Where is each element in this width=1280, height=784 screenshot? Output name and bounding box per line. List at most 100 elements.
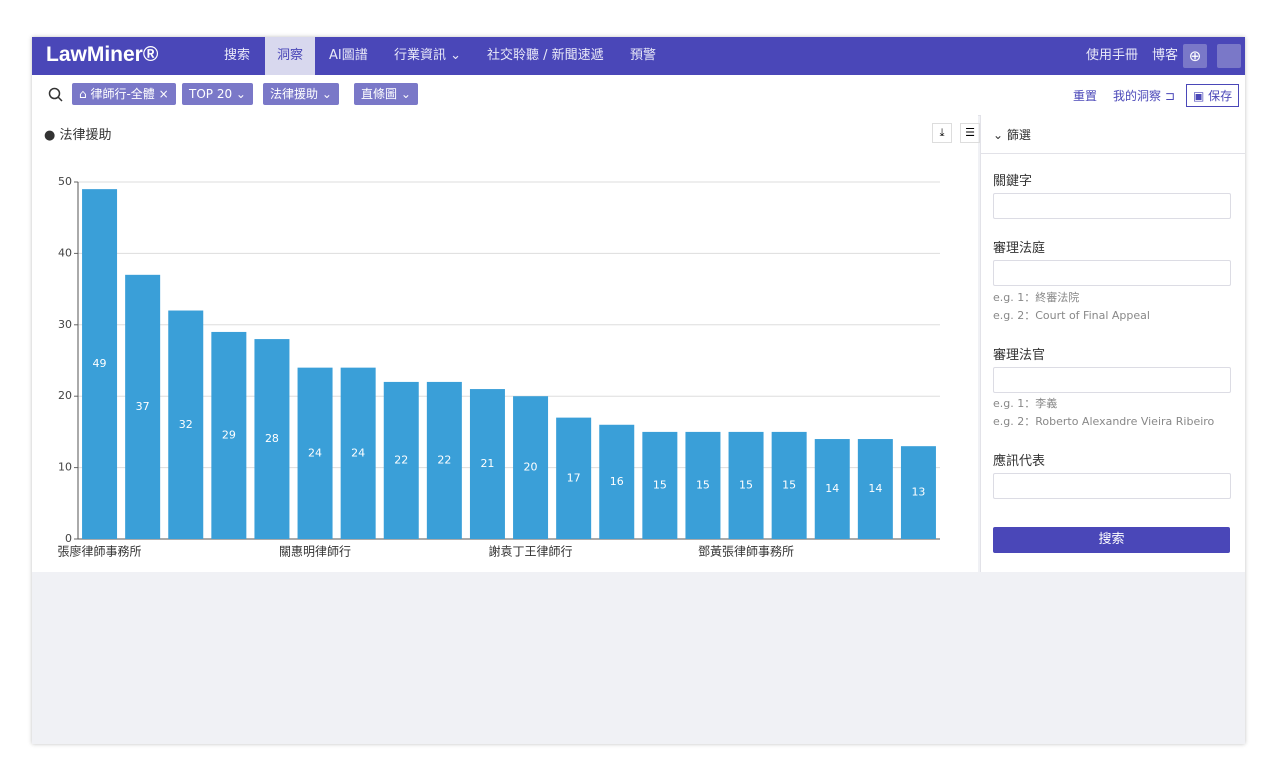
value-label: 15 [739,478,753,491]
x-tick-label: 謝袁丁王律師行 [489,544,573,559]
value-label: 37 [136,400,150,413]
hint: e.g. 1：終審法院 [993,291,1080,304]
nav-link[interactable]: 使用手冊 [1086,48,1139,63]
value-label: 49 [93,357,107,370]
value-label: 14 [825,482,839,495]
search-button[interactable]: 搜索 [993,527,1230,553]
nav-item[interactable]: 洞察 [265,37,316,75]
value-label: 14 [868,482,882,495]
nav-link[interactable]: 博客 [1152,48,1179,63]
x-tick-label: 張廖律師事務所 [58,544,142,559]
nav-bar: LawMiner® 搜索 洞察 AI圖譜 行業資訊 ⌄ 社交聆聽 / 新聞速遞 … [32,37,1245,75]
field-label: 應訊代表 [993,454,1046,469]
value-label: 13 [911,486,925,499]
text-input[interactable] [993,473,1231,499]
bar [340,367,376,539]
y-tick-label: 40 [58,246,72,259]
bar [469,389,505,539]
bar [814,439,850,539]
x-tick-label: 鄧黃張律師事務所 [698,545,794,559]
bar [513,396,549,539]
sidebar-title[interactable]: ⌄ 篩選 [993,128,1031,142]
y-tick-label: 50 [58,175,72,188]
bar [383,381,419,539]
divider [981,153,1245,154]
toggle-button[interactable]: ☰ [960,123,980,143]
bar [297,367,333,539]
value-label: 17 [567,471,581,484]
panel-title-text: 法律援助 [59,128,112,143]
bar [168,310,204,539]
value-label: 22 [437,453,451,466]
x-tick-label: 關惠明律師行 [279,545,351,559]
chart: 0 10 20 30 40 50 張廖律師事務所 49 37 32 29 28 關惠明律師行 24 24 22… [58,175,940,559]
y-tick-label: 10 [58,461,72,474]
download-button[interactable]: ⤓ [932,123,952,143]
value-label: 20 [524,461,538,474]
button-label: 保存 [1208,89,1233,103]
hint: e.g. 2：Court of Final Appeal [993,309,1150,322]
value-label: 15 [653,478,667,491]
bar [211,331,247,539]
chip-label: 法律援助 [270,87,319,101]
filter-chip[interactable]: 直條圖 ⌄ [354,83,418,105]
value-label: 24 [351,446,365,459]
nav-label: 行業資訊 [394,48,447,63]
bar [599,424,635,539]
nav-item[interactable]: 搜索 [224,48,251,63]
value-label: 15 [782,478,796,491]
user-button[interactable] [1217,44,1241,68]
nav-item[interactable]: AI圖譜 [329,48,368,63]
field-label: 審理法庭 [993,241,1046,256]
app: LawMiner® 搜索 洞察 AI圖譜 行業資訊 ⌄ 社交聆聽 / 新聞速遞 … [32,37,1245,744]
value-label: 32 [179,418,193,431]
sidebar-title-text: 篩選 [1006,128,1031,142]
bar [857,439,893,539]
chip-label: 直條圖 [361,87,398,101]
bar [254,339,290,539]
y-tick-label: 0 [65,532,72,545]
y-tick-label: 30 [58,318,72,331]
hint: e.g. 2：Roberto Alexandre Vieira Ribeiro [993,415,1215,428]
chip-label: TOP 20 [189,87,233,101]
bar [82,189,118,539]
toolbar: ⌂ 律師行-全體 × TOP 20 ⌄ 法律援助 ⌄ 直條圖 ⌄ 重置 我的洞察… [32,75,1245,116]
value-label: 21 [480,457,494,470]
language-button[interactable]: ⊕ [1183,44,1207,68]
bar [900,446,936,539]
sidebar: ⌄ 篩選 關鍵字 審理法庭 e.g. 1：終審法院 e.g. 2：Court o… [980,115,1245,572]
bar [642,431,678,539]
hint: e.g. 1：李義 [993,397,1058,410]
value-label: 15 [696,478,710,491]
filter-chip[interactable]: ⌂ 律師行-全體 × [72,83,176,105]
field-label: 審理法官 [993,348,1046,363]
bar [685,431,721,539]
value-label: 28 [265,432,279,445]
nav-item[interactable]: 社交聆聽 / 新聞速遞 [487,48,604,63]
value-label: 29 [222,428,236,441]
my-insights-link[interactable]: 我的洞察 ⊐ [1113,89,1175,103]
chip-label: 律師行-全體 [90,87,155,101]
search-icon[interactable] [48,87,64,103]
text-input[interactable] [993,260,1231,286]
filter-chip[interactable]: 法律援助 ⌄ [263,83,339,105]
reset-link[interactable]: 重置 [1073,89,1098,103]
field-label: 關鍵字 [993,174,1033,189]
save-button[interactable]: ▣ 保存 [1186,84,1240,107]
bar [426,381,462,539]
value-label: 16 [610,475,624,488]
link-label: 我的洞察 [1113,89,1162,103]
bar [728,431,764,539]
text-input[interactable] [993,193,1231,219]
bar [556,417,592,539]
filter-chip[interactable]: TOP 20 ⌄ [182,83,253,105]
panel-title: ● 法律援助 [44,128,112,143]
value-label: 24 [308,446,322,459]
bar [125,274,161,539]
text-input[interactable] [993,367,1231,393]
nav-item[interactable]: 預警 [630,48,657,63]
nav-item[interactable]: 行業資訊 ⌄ [394,48,462,63]
logo[interactable]: LawMiner® [46,43,159,66]
chart-panel: ● 法律援助 ⤓ ☰ 0 10 20 30 40 50 張廖律師事務所 49 37 32 29 28 關… [32,115,980,572]
